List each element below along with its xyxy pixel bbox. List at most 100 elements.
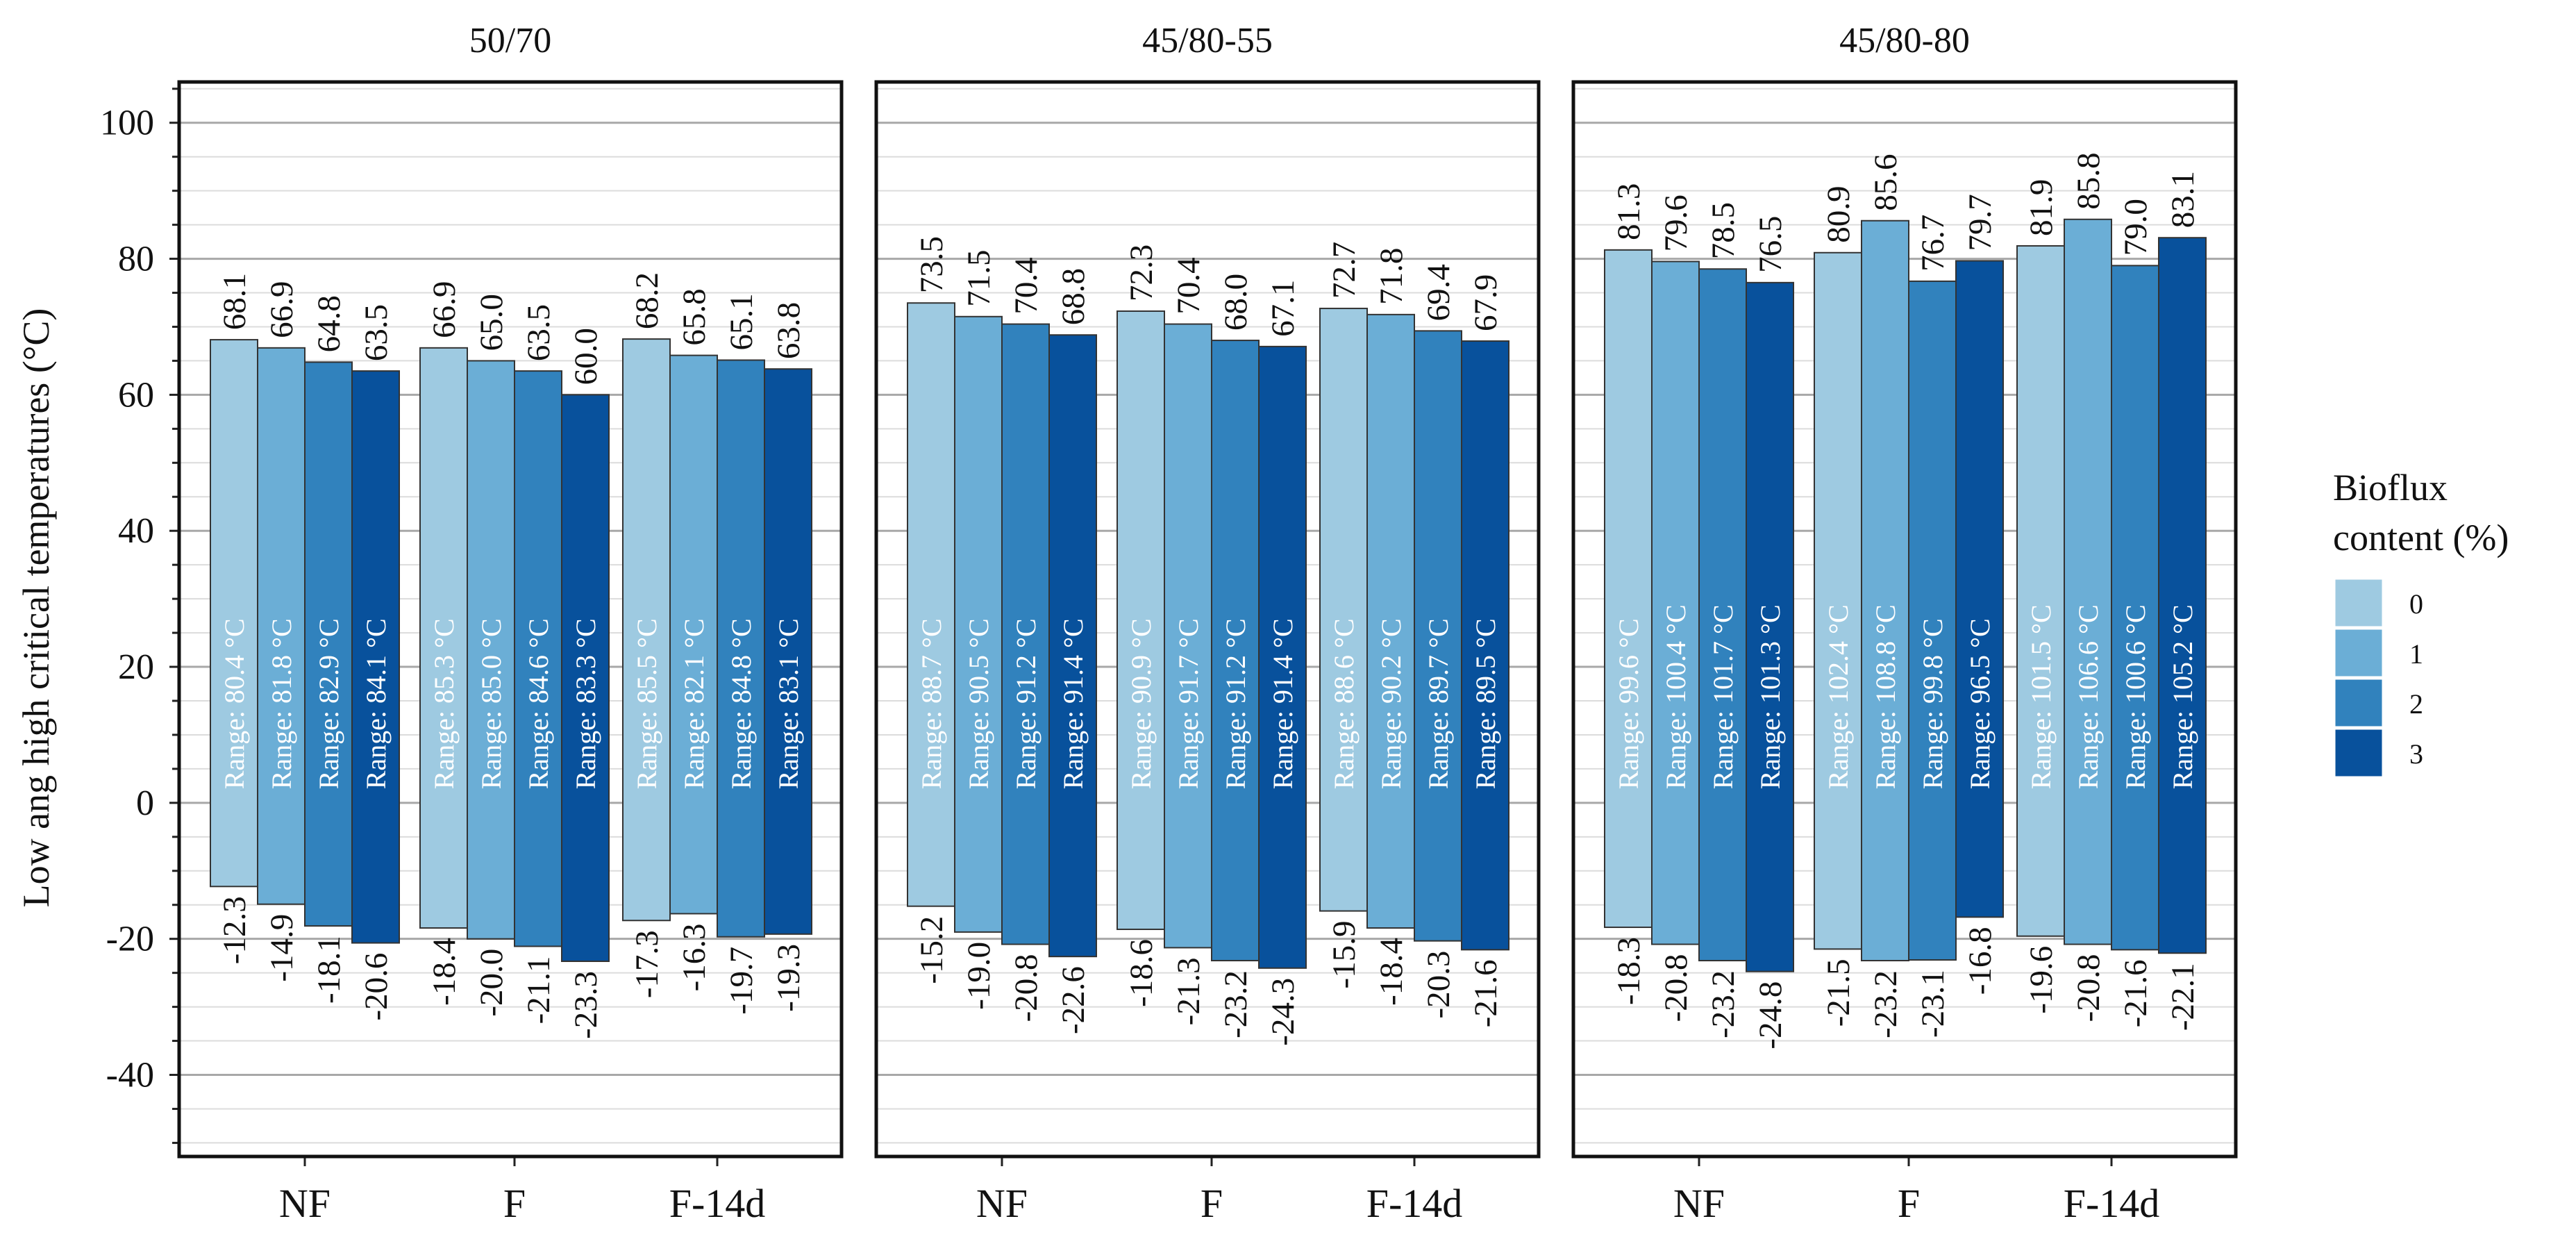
high-value-label: 66.9 bbox=[426, 281, 462, 338]
range-label: Range: 91.4 °C bbox=[1267, 618, 1298, 789]
bar bbox=[2158, 237, 2207, 954]
low-value-label: -19.6 bbox=[2023, 946, 2059, 1014]
low-value-label: -23.1 bbox=[1915, 970, 1951, 1038]
high-value-label: 68.8 bbox=[1055, 268, 1092, 325]
low-value-label: -21.3 bbox=[1171, 957, 1207, 1025]
range-label: Range: 85.0 °C bbox=[476, 618, 507, 789]
y-tick-label: 40 bbox=[118, 511, 154, 551]
low-value-label: -21.1 bbox=[521, 956, 557, 1024]
range-label: Range: 90.5 °C bbox=[963, 618, 994, 789]
low-value-label: -20.0 bbox=[474, 949, 510, 1017]
bar bbox=[514, 370, 562, 947]
high-value-label: 65.0 bbox=[474, 294, 510, 351]
range-label: Range: 100.4 °C bbox=[1660, 604, 1691, 789]
range-label: Range: 89.5 °C bbox=[1470, 618, 1501, 789]
panel-frame bbox=[874, 80, 1541, 1159]
low-value-label: -23.2 bbox=[1218, 970, 1254, 1038]
low-value-label: -15.2 bbox=[914, 916, 950, 984]
y-tick-label: 0 bbox=[136, 783, 154, 823]
bar bbox=[1048, 334, 1097, 958]
bar bbox=[1604, 249, 1653, 929]
bar bbox=[1319, 308, 1368, 912]
legend-label: 2 bbox=[2409, 688, 2423, 720]
category-label: F-14d bbox=[669, 1181, 766, 1226]
bar bbox=[2064, 218, 2112, 945]
range-label: Range: 91.2 °C bbox=[1010, 618, 1042, 789]
high-value-label: 79.7 bbox=[1962, 194, 1998, 251]
bar bbox=[669, 354, 718, 915]
range-label: Range: 91.4 °C bbox=[1057, 618, 1089, 789]
range-label: Range: 83.1 °C bbox=[773, 618, 804, 789]
high-value-label: 73.5 bbox=[914, 236, 950, 293]
bar bbox=[1414, 330, 1462, 942]
range-label: Range: 88.7 °C bbox=[916, 618, 947, 789]
bar bbox=[1746, 281, 1794, 972]
panel-title: 45/80-55 bbox=[1142, 21, 1273, 60]
high-value-label: 68.0 bbox=[1218, 274, 1254, 331]
legend-label: 1 bbox=[2409, 638, 2423, 670]
bar bbox=[1698, 268, 1747, 962]
low-value-label: -14.9 bbox=[264, 914, 300, 982]
bar bbox=[1001, 323, 1050, 945]
high-value-label: 78.5 bbox=[1705, 202, 1741, 259]
range-label: Range: 80.4 °C bbox=[219, 618, 250, 789]
panel: 45/80-55 NF 73.5 -15.2 Range: 88.7 °C 71.5 -19… bbox=[874, 21, 1541, 1226]
range-label: Range: 84.8 °C bbox=[726, 618, 757, 789]
bar bbox=[257, 347, 306, 905]
low-value-label: -19.7 bbox=[724, 947, 760, 1015]
bar bbox=[419, 347, 468, 929]
range-label: Range: 101.5 °C bbox=[2025, 604, 2057, 789]
range-label: Range: 83.3 °C bbox=[570, 618, 601, 789]
range-label: Range: 82.1 °C bbox=[678, 618, 710, 789]
bar bbox=[351, 370, 400, 944]
range-label: Range: 99.6 °C bbox=[1613, 618, 1644, 789]
low-value-label: -18.4 bbox=[426, 938, 462, 1006]
high-value-label: 79.0 bbox=[2118, 199, 2154, 256]
bar bbox=[1955, 260, 2004, 918]
high-value-label: 76.5 bbox=[1753, 216, 1789, 273]
high-value-label: 68.2 bbox=[629, 272, 665, 329]
y-tick-label: -20 bbox=[106, 920, 154, 959]
high-value-label: 79.6 bbox=[1658, 194, 1694, 251]
bar bbox=[1366, 313, 1415, 929]
high-value-label: 72.7 bbox=[1326, 242, 1362, 299]
low-value-label: -15.9 bbox=[1326, 921, 1362, 989]
low-value-label: -17.3 bbox=[629, 930, 665, 998]
bar bbox=[1908, 280, 1957, 961]
low-value-label: -22.1 bbox=[2165, 963, 2201, 1031]
high-value-label: 71.5 bbox=[961, 250, 997, 307]
bar bbox=[1461, 340, 1509, 951]
bar bbox=[561, 394, 610, 962]
range-label: Range: 90.9 °C bbox=[1126, 618, 1157, 789]
legend-key bbox=[2333, 577, 2384, 629]
range-label: Range: 96.5 °C bbox=[1964, 618, 1996, 789]
range-label: Range: 106.6 °C bbox=[2073, 604, 2104, 789]
range-label: Range: 84.1 °C bbox=[360, 618, 392, 789]
range-label: Range: 102.4 °C bbox=[1823, 604, 1854, 789]
legend-label: 3 bbox=[2409, 738, 2423, 770]
high-value-label: 63.8 bbox=[771, 302, 807, 359]
y-tick-label: -40 bbox=[106, 1056, 154, 1095]
high-value-label: 81.3 bbox=[1611, 183, 1647, 240]
range-label: Range: 85.5 °C bbox=[631, 618, 662, 789]
high-value-label: 70.4 bbox=[1171, 257, 1207, 314]
panel-frame bbox=[177, 80, 844, 1159]
high-value-label: 63.5 bbox=[358, 304, 394, 361]
bar bbox=[467, 360, 515, 940]
low-value-label: -18.3 bbox=[1611, 937, 1647, 1005]
range-label: Range: 81.8 °C bbox=[266, 618, 297, 789]
panel-title: 45/80-80 bbox=[1839, 21, 1970, 60]
high-value-label: 67.1 bbox=[1265, 280, 1301, 337]
low-value-label: -12.3 bbox=[217, 896, 253, 964]
legend-key bbox=[2333, 727, 2384, 779]
range-label: Range: 91.2 °C bbox=[1220, 618, 1251, 789]
range-label: Range: 82.9 °C bbox=[313, 618, 344, 789]
low-value-label: -18.1 bbox=[311, 936, 347, 1004]
high-value-label: 81.9 bbox=[2023, 179, 2059, 236]
high-value-label: 66.9 bbox=[264, 281, 300, 338]
bar bbox=[954, 315, 1003, 933]
y-tick-label: 60 bbox=[118, 375, 154, 415]
low-value-label: -20.8 bbox=[1658, 954, 1694, 1022]
